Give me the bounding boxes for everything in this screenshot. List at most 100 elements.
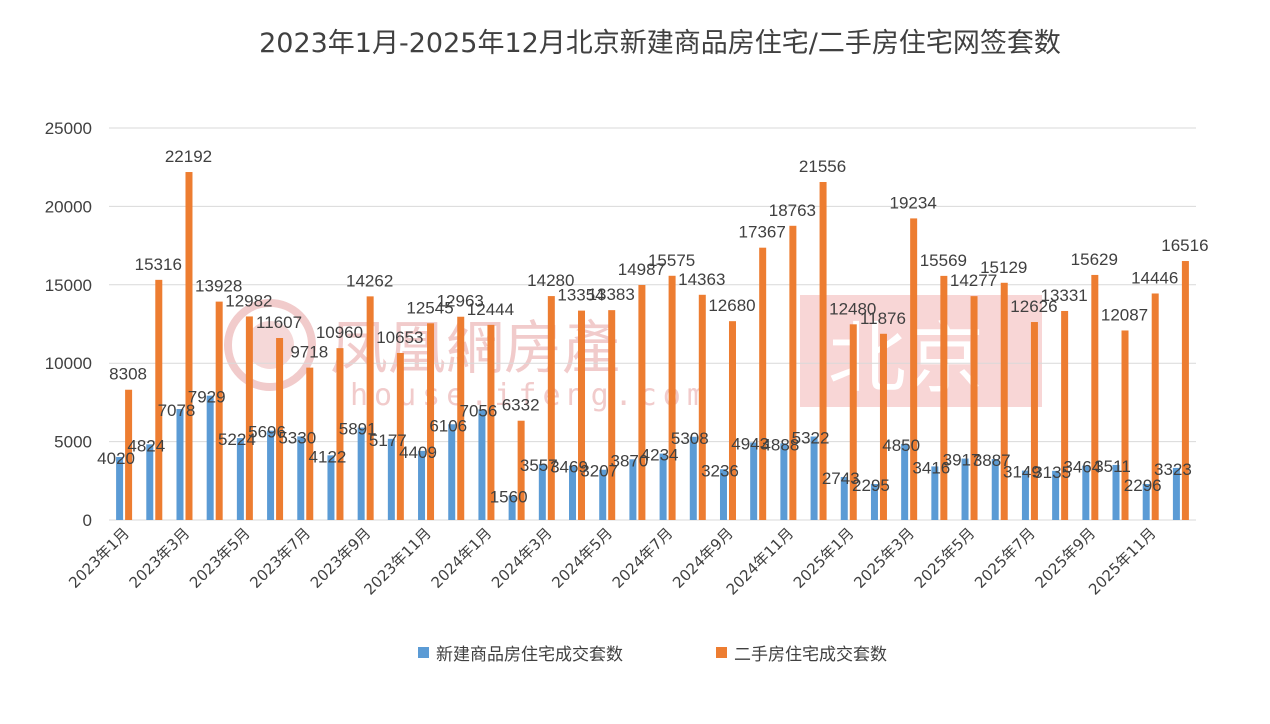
data-label-new-homes: 7929 xyxy=(188,388,226,407)
grid-lines: 0 5000 10000 15000 20000 25000 xyxy=(45,119,1196,530)
x-tick-label: 2023年3月 xyxy=(126,524,194,592)
x-tick-label: 2025年7月 xyxy=(971,524,1039,592)
data-label-resale-homes: 15129 xyxy=(980,258,1027,277)
x-tick-label: 2024年7月 xyxy=(609,524,677,592)
bar-resale-homes xyxy=(1181,261,1189,520)
bar-new-homes xyxy=(659,453,667,520)
bar-resale-homes xyxy=(1000,282,1008,520)
bar-new-homes xyxy=(1052,470,1060,520)
bar-new-homes xyxy=(840,476,848,520)
bar-resale-homes xyxy=(547,296,555,520)
data-label-resale-homes: 22192 xyxy=(165,147,212,166)
data-label-resale-homes: 14363 xyxy=(678,270,725,289)
data-label-new-homes: 4234 xyxy=(641,446,679,465)
bar-resale-homes xyxy=(155,279,163,520)
data-label-resale-homes: 15569 xyxy=(920,251,967,270)
y-tick-label: 0 xyxy=(83,511,92,530)
bar-new-homes xyxy=(448,424,456,520)
data-label-new-homes: 3870 xyxy=(610,451,648,470)
bar-resale-homes xyxy=(306,367,314,520)
data-label-resale-homes: 10960 xyxy=(316,323,363,342)
watermark-ring-icon xyxy=(224,299,316,391)
data-label-resale-homes: 9718 xyxy=(290,343,328,362)
data-label-new-homes: 4943 xyxy=(731,434,769,453)
data-label-new-homes: 3511 xyxy=(1094,457,1131,476)
data-label-new-homes: 3887 xyxy=(973,451,1011,470)
data-label-new-homes: 3917 xyxy=(943,451,981,470)
data-label-resale-homes: 19234 xyxy=(890,193,937,212)
bar-new-homes xyxy=(689,436,697,520)
legend: 新建商品房住宅成交套数 二手房住宅成交套数 xyxy=(418,645,887,665)
bar-new-homes xyxy=(1021,470,1029,520)
bar-new-homes xyxy=(538,464,546,520)
data-label-resale-homes: 13354 xyxy=(557,286,604,305)
data-label-new-homes: 1560 xyxy=(490,488,528,507)
data-label-new-homes: 3236 xyxy=(701,461,739,480)
legend-swatch-new-homes xyxy=(418,647,429,658)
data-label-new-homes: 4824 xyxy=(127,436,165,455)
data-label-new-homes: 5308 xyxy=(671,429,709,448)
data-label-new-homes: 5177 xyxy=(369,431,407,450)
watermark-url: house.ifeng.com xyxy=(350,378,711,413)
bar-resale-homes xyxy=(910,218,918,520)
data-label-new-homes: 3323 xyxy=(1154,460,1192,479)
bar-new-homes xyxy=(991,459,999,520)
bar-new-homes xyxy=(750,442,758,520)
bar-new-homes xyxy=(176,409,184,520)
chart-title: 2023年1月-2025年12月北京新建商品房住宅/二手房住宅网签套数 xyxy=(259,28,1061,59)
bar-resale-homes xyxy=(970,296,978,520)
x-tick-label: 2023年5月 xyxy=(186,524,254,592)
bar-resale-homes xyxy=(1121,330,1129,520)
x-tick-label: 2024年1月 xyxy=(428,524,496,592)
data-label-resale-homes: 13383 xyxy=(588,285,635,304)
data-label-resale-homes: 17367 xyxy=(739,223,786,242)
bar-new-homes xyxy=(236,438,244,520)
bar-resale-homes xyxy=(789,225,797,521)
data-label-new-homes: 3149 xyxy=(1003,463,1041,482)
bar-resale-homes xyxy=(336,348,344,520)
y-tick-label: 15000 xyxy=(45,276,92,295)
x-tick-label: 2023年7月 xyxy=(246,524,314,592)
watermark-logo: 凤凰網房產 house.ifeng.com 北京 xyxy=(224,295,1042,413)
bar-resale-homes xyxy=(698,294,706,520)
bar-new-homes xyxy=(810,436,818,520)
bar-new-homes xyxy=(1172,467,1180,520)
data-label-resale-homes: 10653 xyxy=(376,328,423,347)
bar-new-homes xyxy=(206,395,214,520)
bar-resale-homes xyxy=(1151,293,1159,520)
data-label-resale-homes: 14262 xyxy=(346,271,393,290)
data-label-resale-homes: 12963 xyxy=(437,292,484,311)
bar-new-homes xyxy=(1142,483,1150,520)
data-label-new-homes: 2295 xyxy=(852,476,890,495)
bar-new-homes xyxy=(1112,464,1120,520)
bar-resale-homes xyxy=(1061,310,1069,520)
data-label-resale-homes: 14446 xyxy=(1131,268,1178,287)
data-label-resale-homes: 14277 xyxy=(950,271,997,290)
data-label-new-homes: 5696 xyxy=(248,423,286,442)
bar-new-homes xyxy=(780,443,788,520)
data-label-resale-homes: 8308 xyxy=(109,365,147,384)
bar-new-homes xyxy=(1082,465,1090,520)
data-label-new-homes: 2296 xyxy=(1124,476,1162,495)
data-label-new-homes: 3557 xyxy=(520,456,558,475)
y-tick-label: 25000 xyxy=(45,119,92,138)
bar-new-homes xyxy=(327,455,335,520)
bar-resale-homes xyxy=(517,420,525,520)
bar-new-homes xyxy=(508,495,516,520)
legend-label-resale-homes: 二手房住宅成交套数 xyxy=(734,645,887,665)
data-label-resale-homes: 6332 xyxy=(502,396,540,415)
bar-new-homes xyxy=(418,450,426,520)
x-tick-label: 2025年3月 xyxy=(850,524,918,592)
bar-new-homes xyxy=(961,458,969,520)
data-label-new-homes: 3207 xyxy=(580,462,618,481)
data-label-resale-homes: 12480 xyxy=(829,299,876,318)
bar-resale-homes xyxy=(849,324,857,520)
data-label-resale-homes: 15316 xyxy=(135,255,182,274)
bar-new-homes xyxy=(599,469,607,520)
bar-new-homes xyxy=(478,409,486,520)
data-label-new-homes: 4888 xyxy=(761,435,799,454)
data-label-new-homes: 5322 xyxy=(792,429,830,448)
